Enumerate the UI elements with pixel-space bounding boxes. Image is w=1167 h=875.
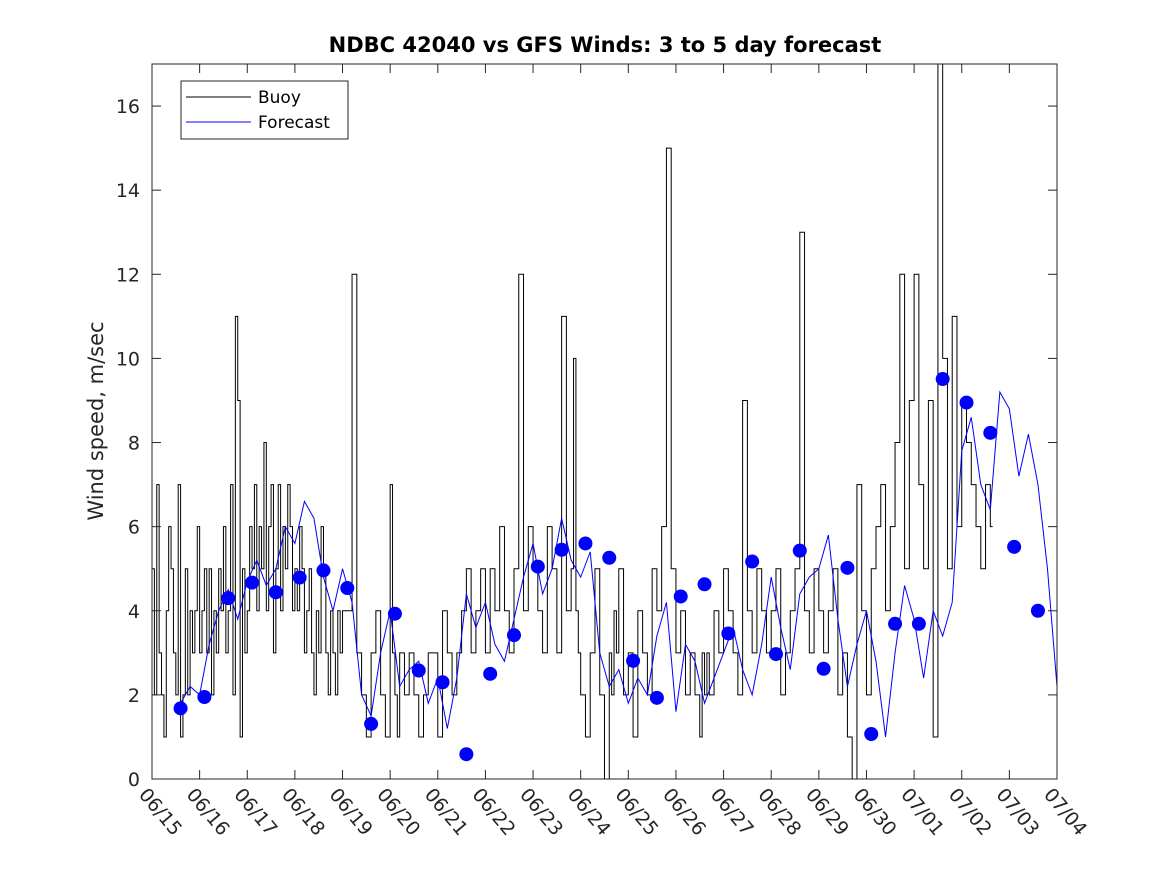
y-tick-label: 6 (128, 517, 140, 539)
forecast-point (245, 575, 260, 590)
legend-buoy-label: Buoy (258, 88, 301, 108)
legend: Buoy Forecast (180, 80, 349, 140)
forecast-point (530, 559, 545, 574)
forecast-point (816, 661, 831, 676)
y-axis-label: Wind speed, m/sec (84, 321, 108, 520)
buoy-series-line (152, 64, 993, 779)
forecast-point (745, 554, 760, 569)
legend-box (180, 80, 349, 140)
forecast-point (507, 628, 521, 643)
forecast-point (792, 543, 807, 558)
forecast-point (673, 589, 688, 604)
forecast-point (578, 536, 593, 551)
y-tick-label: 14 (116, 180, 140, 202)
y-tick-label: 12 (116, 264, 140, 286)
y-tick-label: 16 (116, 96, 140, 118)
forecast-point (221, 591, 236, 606)
y-tick-label: 4 (128, 601, 140, 623)
plot-area (152, 64, 1057, 779)
forecast-point (911, 616, 926, 631)
y-tick-label: 2 (128, 685, 140, 707)
forecast-point (364, 716, 379, 731)
forecast-point (768, 647, 783, 662)
forecast-point (888, 616, 903, 631)
legend-forecast-label: Forecast (258, 113, 330, 133)
forecast-point (697, 577, 712, 592)
forecast-point (1007, 539, 1022, 554)
forecast-point (387, 606, 402, 621)
forecast-point (554, 542, 569, 557)
forecast-point (340, 581, 355, 596)
forecast-point (1030, 603, 1045, 618)
forecast-point (864, 727, 879, 741)
forecast-point (459, 747, 474, 762)
series-layer (152, 64, 1057, 779)
forecast-point (983, 425, 998, 440)
forecast-point (483, 666, 498, 681)
forecast-point (602, 550, 617, 565)
forecast-point (292, 570, 307, 585)
forecast-point (411, 663, 426, 678)
forecast-point (173, 701, 188, 716)
forecast-point (197, 689, 212, 704)
forecast-series-line (180, 390, 1057, 738)
forecast-point (935, 372, 950, 387)
forecast-point (840, 560, 855, 575)
y-tick-label: 0 (128, 769, 140, 791)
chart-title: NDBC 42040 vs GFS Winds: 3 to 5 day fore… (329, 33, 882, 57)
forecast-point (435, 675, 450, 690)
forecast-point (959, 395, 974, 410)
forecast-point (721, 626, 736, 641)
y-tick-label: 8 (128, 433, 140, 455)
forecast-point (626, 653, 641, 668)
forecast-point (268, 585, 283, 600)
y-tick-label: 10 (116, 348, 140, 370)
axes-box (151, 63, 1058, 780)
forecast-point (649, 690, 664, 705)
forecast-point (316, 563, 331, 578)
